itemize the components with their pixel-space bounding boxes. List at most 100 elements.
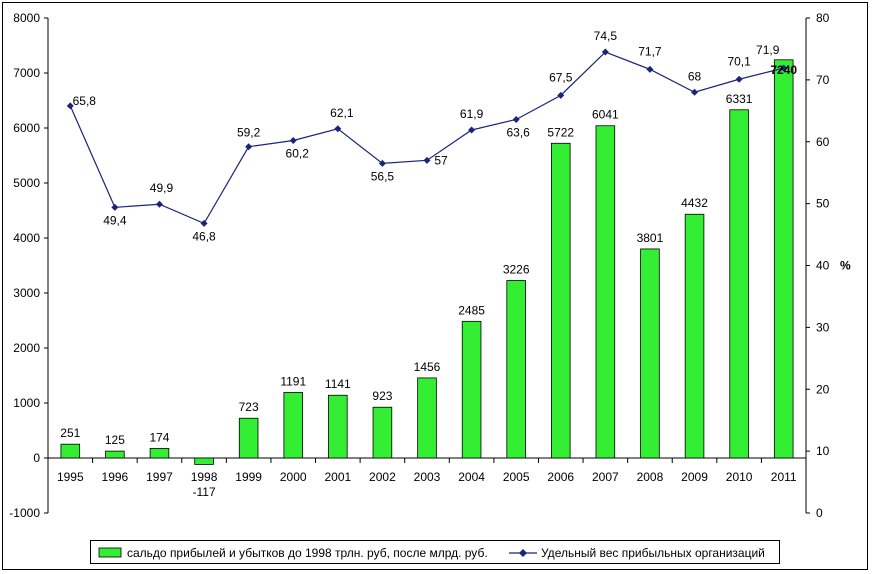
x-extra-label: -117 [192,485,215,499]
x-tick-label: 1999 [235,470,262,484]
left-tick-label: 4000 [13,231,40,245]
line-point [735,75,743,83]
x-tick-label: 2011 [771,470,797,484]
line-point [601,48,609,56]
line-data-label: 63,6 [506,125,530,139]
left-tick-label: 3000 [13,286,40,300]
bar [149,448,170,459]
right-tick-label: 70 [816,73,830,87]
bar-data-label: 923 [372,389,392,403]
left-tick-label: 2000 [13,341,40,355]
bar [640,248,660,459]
bar-data-label: 723 [239,400,259,414]
line-point [512,115,520,123]
line-data-label: 65,8 [73,94,97,108]
bar [194,457,214,465]
bar [372,406,393,459]
x-tick-label: 2002 [369,470,396,484]
right-tick-label: 0 [816,506,823,520]
bar-data-label: 6331 [726,92,753,106]
line-path [69,51,784,225]
line-point [646,65,654,73]
bar [417,377,437,459]
left-tick-label: -1000 [9,506,40,520]
left-tick-label: 8000 [13,11,40,25]
bar-data-label: 7240 [770,63,797,77]
line-data-label: 71,9 [756,43,780,57]
line-data-label: 56,5 [371,169,395,183]
right-tick-label: 30 [816,320,830,334]
left-tick-label: 6000 [13,121,40,135]
bar-data-label: 3226 [503,263,530,277]
line-data-label: 46,8 [192,229,216,243]
line-data-label: 70,1 [727,54,751,68]
left-tick-label: 1000 [13,396,40,410]
bar [684,213,705,459]
line-data-label: 68 [688,69,702,83]
line-data-label: 74,5 [594,29,618,43]
bar [105,450,125,459]
bar [461,320,482,459]
line-data-label: 59,2 [237,126,261,140]
right-tick-label: 80 [816,11,830,25]
line-data-label: 60,2 [286,147,310,161]
line-point [66,102,74,110]
line-point [780,64,788,72]
bar [773,59,794,459]
bar [328,394,348,459]
line-data-label: 71,7 [638,44,662,58]
x-tick-label: 2010 [726,470,753,484]
line-point [200,219,208,227]
bar [595,125,616,459]
bar [238,417,259,459]
right-tick-label: 10 [816,444,830,458]
left-tick-label: 5000 [13,176,40,190]
line-data-label: 67,5 [549,70,573,84]
line-series [66,48,788,227]
bar-data-label: 1141 [325,377,351,391]
legend-line-marker [519,549,527,557]
bar [60,443,81,459]
bar-data-label: 2485 [458,303,485,317]
legend: сальдо прибылей и убытков до 1998 трлн. … [90,540,780,564]
legend-bar-swatch [98,547,122,558]
bar-data-label: 125 [105,433,125,447]
x-tick-label: 2005 [503,470,530,484]
line-data-label: 62,1 [330,106,354,120]
bar-data-label: 1191 [280,374,306,388]
legend-swatches: сальдо прибылей и убытков до 1998 трлн. … [98,546,765,560]
bar [729,109,749,459]
x-tick-label: 2000 [280,470,307,484]
left-tick-label: 7000 [13,66,40,80]
line-point [468,126,476,134]
right-tick-label: 50 [816,197,830,211]
right-axis-unit: % [840,259,851,273]
x-tick-label: 1995 [57,470,84,484]
x-tick-label: 1997 [146,470,173,484]
x-tick-label: 1998 [191,470,218,484]
x-tick-label: 2008 [637,470,664,484]
line-point [378,159,386,167]
legend-bar-label: сальдо прибылей и убытков до 1998 трлн. … [127,546,488,560]
bar-data-label: 251 [60,426,80,440]
line-data-label: 49,4 [103,213,127,227]
line-point [111,203,119,211]
x-tick-label: 1996 [102,470,129,484]
line-data-label: 57 [434,153,448,167]
legend-line-label: Удельный вес прибыльных организаций [541,546,765,560]
x-tick-label: 2001 [324,470,351,484]
line-point [334,125,342,133]
bar-data-label: 6041 [592,108,619,122]
left-tick-label: 0 [33,451,40,465]
x-tick-label: 2004 [458,470,485,484]
x-tick-label: 2009 [681,470,708,484]
line-point [155,200,163,208]
bar [506,280,526,459]
bar-data-label: 4432 [681,196,708,210]
line-point [423,156,431,164]
bar [551,142,571,459]
line-point [557,91,565,99]
line-point [245,143,253,151]
bar-series [60,59,794,465]
